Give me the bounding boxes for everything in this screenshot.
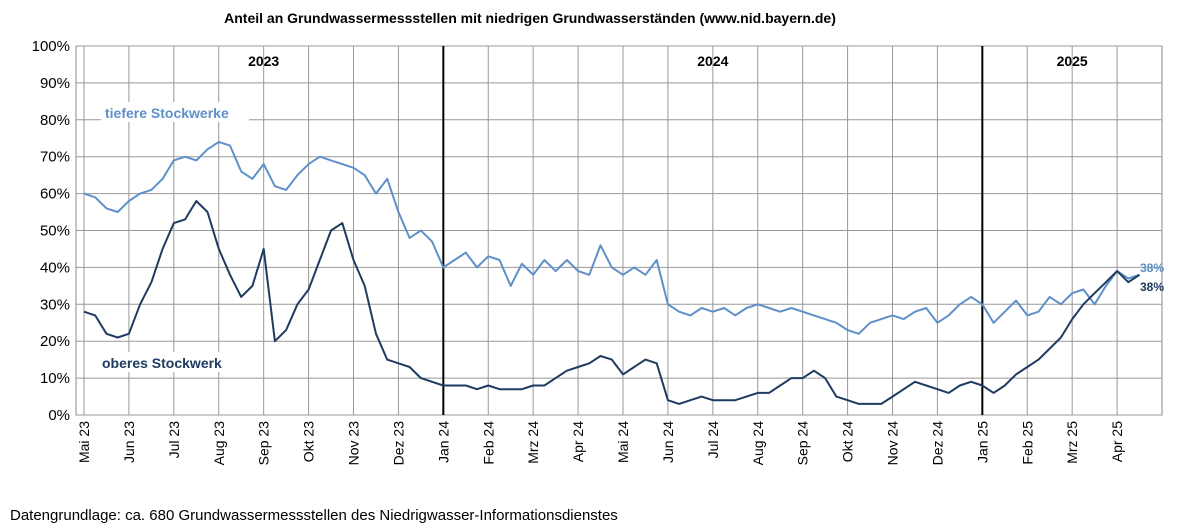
x-tick-label: Nov 23 bbox=[346, 421, 362, 466]
x-tick-label: Mrz 24 bbox=[525, 421, 541, 464]
x-tick-label: Jul 23 bbox=[166, 421, 182, 459]
y-tick-label: 90% bbox=[40, 75, 70, 92]
y-tick-label: 50% bbox=[40, 223, 70, 240]
x-tick-label: Aug 24 bbox=[750, 421, 766, 466]
y-tick-label: 80% bbox=[40, 112, 70, 129]
x-tick-label: Mai 24 bbox=[615, 421, 631, 463]
x-tick-label: Mrz 25 bbox=[1064, 421, 1080, 464]
x-tick-label: Nov 24 bbox=[885, 421, 901, 466]
chart-title: Anteil an Grundwassermessstellen mit nie… bbox=[224, 10, 836, 26]
x-tick-label: Dez 24 bbox=[929, 421, 945, 466]
year-label: 2025 bbox=[1057, 53, 1088, 69]
legend-bg bbox=[98, 352, 246, 372]
footnote: Datengrundlage: ca. 680 Grundwassermesss… bbox=[10, 507, 618, 524]
data-label: 38% bbox=[1140, 280, 1164, 294]
x-tick-label: Jun 24 bbox=[660, 421, 676, 463]
legend-label: oberes Stockwerk bbox=[102, 355, 222, 371]
x-tick-label: Apr 25 bbox=[1109, 421, 1125, 462]
x-tick-label: Feb 25 bbox=[1019, 421, 1035, 465]
x-tick-label: Jul 24 bbox=[705, 421, 721, 459]
x-tick-label: Apr 24 bbox=[570, 421, 586, 462]
y-tick-label: 70% bbox=[40, 149, 70, 166]
y-tick-label: 100% bbox=[32, 38, 70, 55]
x-tick-label: Aug 23 bbox=[211, 421, 227, 466]
x-tick-label: Jun 23 bbox=[121, 421, 137, 463]
x-tick-label: Jan 24 bbox=[435, 421, 451, 463]
x-tick-label: Okt 23 bbox=[301, 421, 317, 462]
x-tick-label: Mai 23 bbox=[76, 421, 92, 463]
legend-label: tiefere Stockwerke bbox=[105, 105, 229, 121]
series-line bbox=[83, 200, 1141, 405]
x-tick-label: Jan 25 bbox=[974, 421, 990, 463]
y-tick-label: 20% bbox=[40, 333, 70, 350]
y-tick-label: 0% bbox=[48, 407, 70, 424]
y-tick-label: 10% bbox=[40, 370, 70, 387]
year-label: 2024 bbox=[697, 53, 728, 69]
legend-bg bbox=[101, 102, 249, 122]
x-tick-label: Okt 24 bbox=[840, 421, 856, 462]
y-tick-label: 40% bbox=[40, 259, 70, 276]
x-tick-label: Sep 23 bbox=[256, 421, 272, 466]
y-tick-label: 30% bbox=[40, 296, 70, 313]
x-tick-label: Sep 24 bbox=[795, 421, 811, 466]
y-tick-label: 60% bbox=[40, 186, 70, 203]
data-label: 38% bbox=[1140, 261, 1164, 275]
x-tick-label: Dez 23 bbox=[390, 421, 406, 466]
x-tick-label: Feb 24 bbox=[480, 421, 496, 465]
year-label: 2023 bbox=[248, 53, 279, 69]
series-line bbox=[83, 140, 1140, 335]
